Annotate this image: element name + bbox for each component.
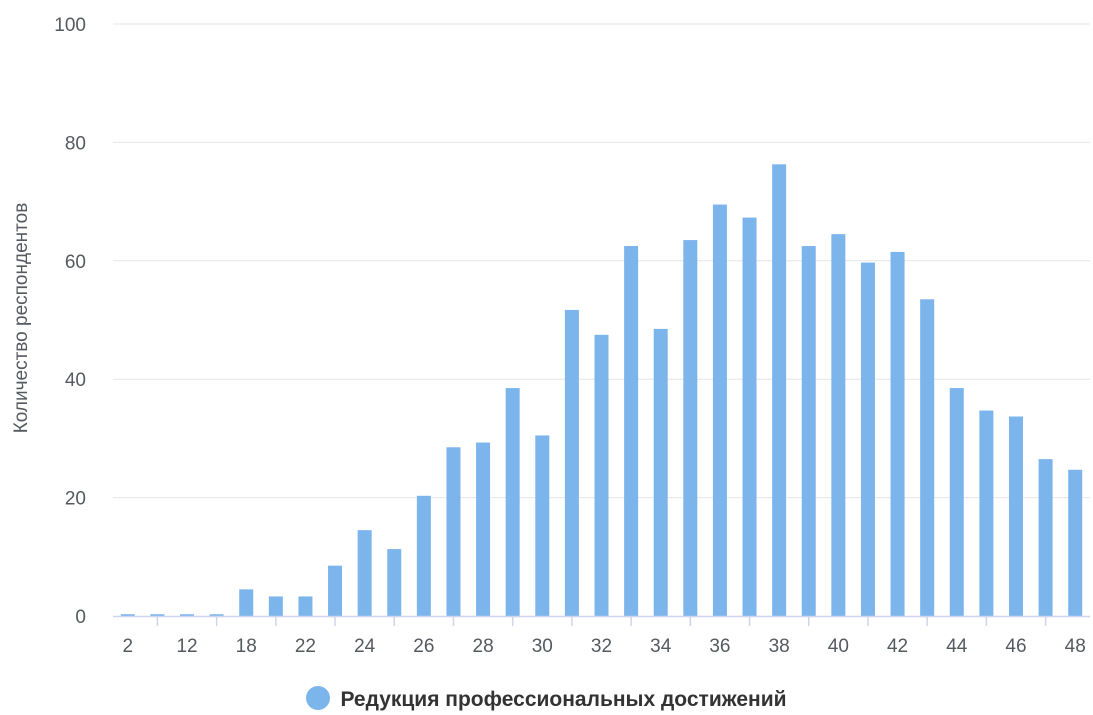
bar-45[interactable] [979, 410, 994, 616]
bar-42[interactable] [890, 251, 905, 617]
legend[interactable]: Редукция профессиональных достижений [0, 686, 1093, 712]
bar-39[interactable] [801, 246, 816, 616]
x-tick-label-48: 48 [1065, 636, 1086, 657]
legend-marker-circle [306, 686, 331, 710]
bar-43[interactable] [920, 299, 935, 616]
bar-30[interactable] [535, 435, 550, 616]
y-tick-label-80: 80 [65, 133, 86, 154]
x-tick-label-22: 22 [295, 636, 316, 657]
y-tick-label-100: 100 [54, 15, 86, 36]
bar-20[interactable] [268, 596, 283, 616]
x-tick-label-38: 38 [769, 636, 790, 657]
bar-25[interactable] [387, 549, 402, 616]
bar-36[interactable] [712, 204, 727, 616]
x-tick-label-28: 28 [473, 636, 494, 657]
y-axis-title: Количество респондентов [11, 203, 32, 434]
bar-44[interactable] [949, 388, 964, 616]
y-tick-label-20: 20 [65, 489, 86, 510]
bar-28[interactable] [476, 442, 491, 616]
bar-35[interactable] [683, 240, 698, 616]
x-tick-label-40: 40 [828, 636, 849, 657]
bar-37[interactable] [742, 217, 757, 617]
bar-12[interactable] [180, 614, 195, 616]
bar-18[interactable] [239, 589, 254, 616]
bar-series [120, 164, 1083, 617]
bar-26[interactable] [416, 495, 431, 616]
y-tick-label-40: 40 [65, 370, 86, 391]
bar-33[interactable] [624, 246, 639, 616]
x-tick-label-44: 44 [946, 636, 968, 657]
bar-34[interactable] [653, 328, 668, 616]
x-axis [113, 615, 1090, 626]
bar-23[interactable] [328, 565, 343, 616]
y-axis-tick-labels: 0 20 40 60 80 100 [54, 15, 86, 628]
bar-40[interactable] [831, 234, 846, 616]
x-tick-label-32: 32 [591, 636, 612, 657]
bar-41[interactable] [860, 262, 875, 616]
bar-48[interactable] [1068, 469, 1083, 616]
x-tick-label-42: 42 [887, 636, 908, 657]
bar-27[interactable] [446, 447, 461, 616]
bar-46[interactable] [1008, 416, 1023, 616]
x-tick-label-26: 26 [413, 636, 434, 657]
x-tick-label-46: 46 [1005, 636, 1026, 657]
bar-2[interactable] [120, 614, 135, 616]
bar-47[interactable] [1038, 459, 1053, 616]
bar-29[interactable] [505, 388, 520, 616]
x-tick-label-24: 24 [354, 636, 376, 657]
x-tick-label-2: 2 [123, 636, 134, 657]
x-tick-label-30: 30 [532, 636, 553, 657]
legend-label: Редукция профессиональных достижений [340, 688, 787, 711]
bar-4[interactable] [150, 614, 165, 616]
bar-32[interactable] [594, 334, 609, 616]
bar-31[interactable] [564, 309, 579, 616]
x-axis-tick-labels: 2 12 18 22 24 26 28 30 32 34 36 38 40 42 44 46 48 [123, 636, 1086, 657]
y-tick-label-60: 60 [65, 252, 86, 273]
bar-38[interactable] [772, 164, 787, 616]
bar-16[interactable] [209, 614, 224, 616]
bar-22[interactable] [298, 596, 313, 616]
bar-24[interactable] [357, 530, 372, 616]
x-tick-label-36: 36 [709, 636, 730, 657]
y-tick-label-0: 0 [75, 607, 86, 628]
x-tick-label-12: 12 [176, 636, 197, 657]
x-tick-label-34: 34 [650, 636, 672, 657]
x-tick-label-18: 18 [236, 636, 257, 657]
